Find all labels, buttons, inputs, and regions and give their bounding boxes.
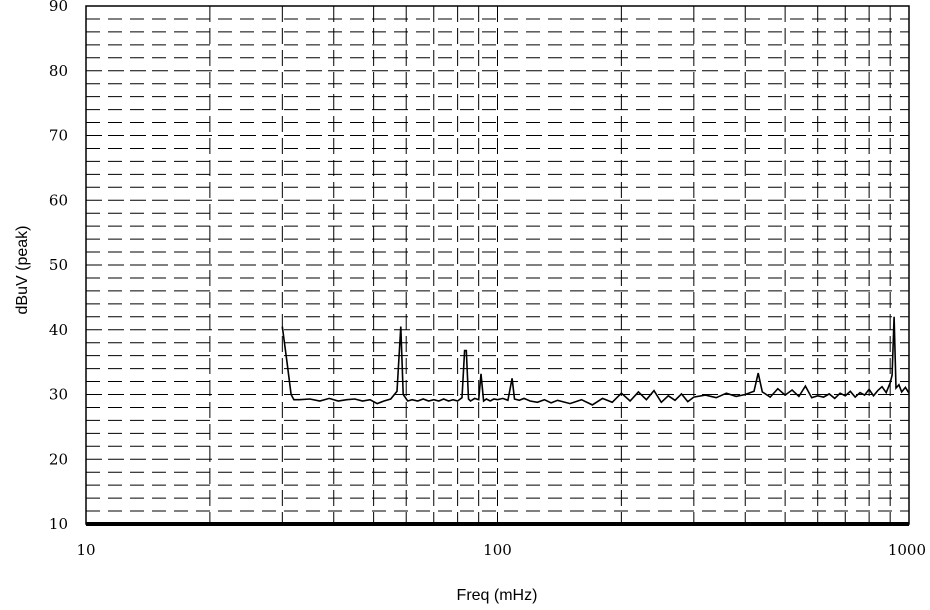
plot-area bbox=[281, 316, 910, 406]
y-axis-title: dBuV (peak) bbox=[14, 226, 31, 315]
y-tick-label: 70 bbox=[49, 127, 68, 145]
y-tick-labels: 10 20 30 40 50 60 70 80 90 bbox=[49, 0, 68, 533]
y-tick-label: 60 bbox=[49, 191, 68, 209]
x-axis-title: Freq (mHz) bbox=[457, 587, 538, 604]
y-tick-label: 90 bbox=[49, 0, 68, 15]
y-tick-label: 10 bbox=[49, 515, 68, 533]
grid bbox=[85, 5, 910, 526]
x-tick-labels: 10 100 1000 bbox=[76, 541, 926, 559]
x-tick-label: 100 bbox=[483, 541, 512, 559]
y-tick-label: 30 bbox=[49, 386, 68, 404]
y-tick-label: 20 bbox=[49, 450, 68, 468]
y-tick-label: 80 bbox=[49, 62, 68, 80]
y-tick-label: 40 bbox=[49, 321, 68, 339]
x-tick-label: 1000 bbox=[888, 541, 926, 559]
x-tick-label: 10 bbox=[76, 541, 95, 559]
y-tick-label: 50 bbox=[49, 256, 68, 274]
series-line bbox=[281, 316, 910, 406]
